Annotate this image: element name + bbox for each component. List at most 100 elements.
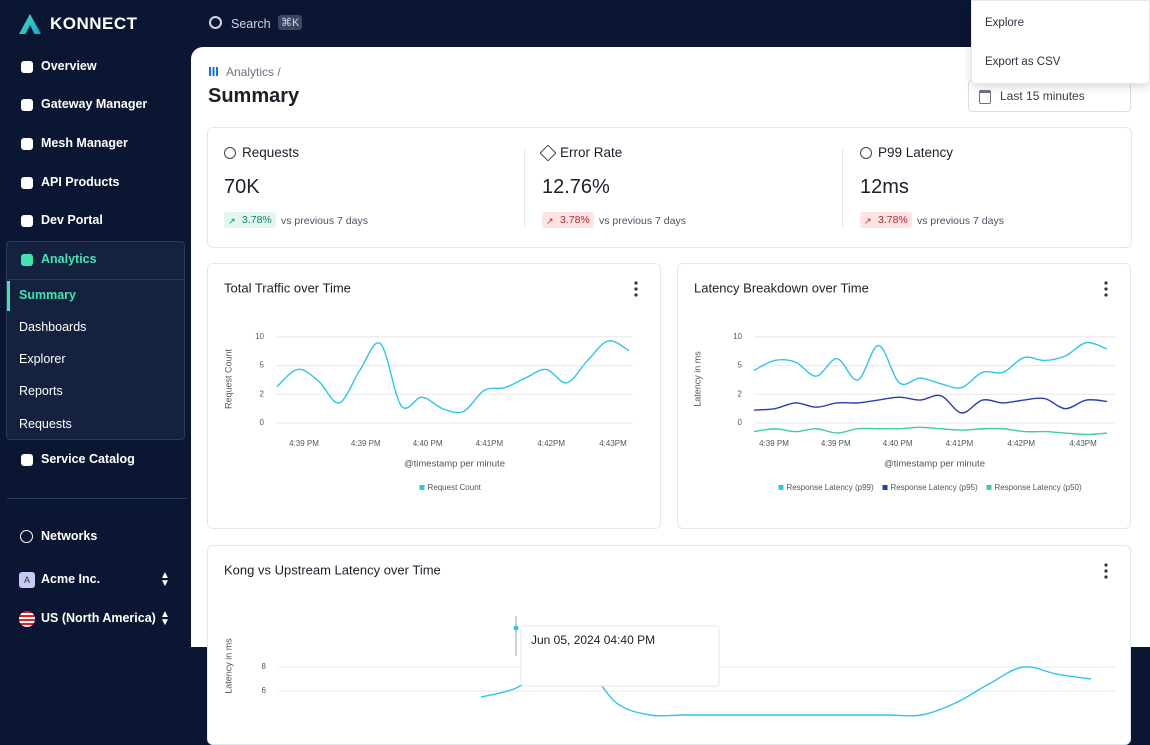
shortcut: ⌘K [278,15,303,30]
nav-icon [21,99,33,111]
metric-note: vs previous 7 days [917,215,1004,227]
nav-item[interactable]: Acme Inc. [41,572,101,586]
x-tick-label: 4:42PM [537,439,565,448]
x-axis-label: @timestamp per minute [884,459,985,470]
nav-icon [21,61,33,73]
flag-icon [19,611,35,627]
menu-item[interactable]: Explore [985,17,1024,29]
y-axis-label: Latency in ms [692,351,702,407]
x-tick-label: 4:39 PM [759,439,789,448]
x-tick-label: 4:39 PM [821,439,851,448]
breadcrumb-icon [209,67,218,76]
globe-icon [20,530,33,543]
metric-note: vs previous 7 days [599,215,686,227]
analytics-divider [7,279,184,280]
chart-title: Total Traffic over Time [224,280,351,295]
y-tick-label: 2 [738,389,743,398]
calendar-icon [979,90,991,104]
chart: Kong vs Upstream Latency over Time 6 8 Late… [223,562,1116,717]
legend-swatch [778,485,784,490]
y-tick-label: 10 [733,332,742,341]
nav-item[interactable]: API Products [41,175,120,189]
context-menu: Explore Export as CSV [971,0,1150,84]
nav-icon [21,254,33,266]
kebab-dot [634,281,638,285]
kebab-dot [634,293,638,297]
kebab-dot [634,287,638,291]
nav-item[interactable]: Analytics [41,252,97,266]
y-tick-label: 8 [262,662,267,671]
metric-value: 70K [224,176,260,198]
chart-card: Total Traffic over Time 0 2 5 10 Request Coun… [207,263,661,529]
y-tick-label: 5 [260,361,265,370]
nav-item[interactable]: Mesh Manager [41,136,128,150]
chart-card: Kong vs Upstream Latency over Time 6 8 Late… [207,545,1131,745]
nav-item[interactable]: Gateway Manager [41,97,148,111]
kebab-dot [1104,293,1108,297]
nav-item[interactable]: US (North America) [41,611,156,625]
trend-arrow: ↗ [546,216,554,226]
brand-logo [19,14,41,34]
metric-divider [524,148,525,228]
metric-label: Requests [242,145,300,160]
chart-title: Latency Breakdown over Time [694,280,869,295]
x-tick-label: 4:39 PM [351,439,381,448]
chevron: ▲ ▼ [160,570,170,589]
sub-nav-item[interactable]: Reports [19,384,63,398]
page: Analytics Summary html, body { margin: 0… [6,0,1150,745]
nav-icon [21,454,33,466]
metrics-card: Requests 70K 3.78% vs previous 7 days ↗ Error… [207,127,1132,248]
kebab-dot [1104,575,1108,579]
trend-arrow: ↗ [228,216,236,226]
chart: Latency Breakdown over Time 0 2 5 10 Latency … [692,280,1115,492]
legend-label: Response Latency (p50) [995,483,1083,492]
legend-swatch [882,485,888,490]
search-label[interactable]: Search [231,17,271,31]
active-indicator [7,281,10,311]
metric-icon [224,147,236,159]
nav-item[interactable]: Dev Portal [41,213,103,227]
trend-arrow: ↗ [864,216,872,226]
org-badge: A [19,572,35,588]
legend-label: Response Latency (p99) [787,483,875,492]
nav-item[interactable]: Service Catalog [41,452,135,466]
app: {"sidebar": {"brand": "KONNECT", "primar… [6,0,1150,745]
metric-value: 12.76% [542,176,610,198]
x-tick-label: 4:39 PM [289,439,319,448]
x-tick-label: 4:40 PM [413,439,443,448]
x-tick-label: 4:43PM [599,439,627,448]
y-tick-label: 2 [260,389,265,398]
x-tick-label: 4:41PM [476,439,504,448]
y-tick-label: 0 [738,418,743,427]
nav-item[interactable]: Networks [41,529,98,543]
menu-item[interactable]: Export as CSV [985,56,1061,68]
chart-card: Latency Breakdown over Time 0 2 5 10 Latency … [677,263,1131,529]
sub-nav-item[interactable]: Summary [19,288,76,302]
page-title: Summary [208,85,300,107]
nav-icon [21,138,33,150]
y-tick-label: 0 [260,418,265,427]
legend-swatch [419,485,425,490]
y-axis-label: Request Count [223,348,233,409]
metric-delta: 3.78% [860,212,912,228]
tooltip-title: Jun 05, 2024 04:40 PM [531,633,655,647]
time-range-button[interactable]: Last 15 minutes [968,80,1131,112]
y-tick-label: 6 [262,686,267,695]
sub-nav-item[interactable]: Requests [19,417,72,431]
nav-item[interactable]: Overview [41,59,97,73]
metric-value: 12ms [860,176,909,198]
kebab-dot [1104,287,1108,291]
search-icon [209,16,222,29]
nav-icon [21,215,33,227]
kebab-dot [1104,563,1108,567]
x-tick-label: 4:42PM [1007,439,1035,448]
metric-note: vs previous 7 days [281,215,368,227]
breadcrumb[interactable]: Analytics / [226,65,281,79]
x-tick-label: 4:40 PM [883,439,913,448]
y-tick-label: 10 [255,332,264,341]
x-tick-label: 4:43PM [1069,439,1097,448]
sub-nav-item[interactable]: Explorer [19,352,66,366]
kebab-dot [1104,281,1108,285]
y-tick-label: 5 [738,361,743,370]
sub-nav-item[interactable]: Dashboards [19,320,87,334]
